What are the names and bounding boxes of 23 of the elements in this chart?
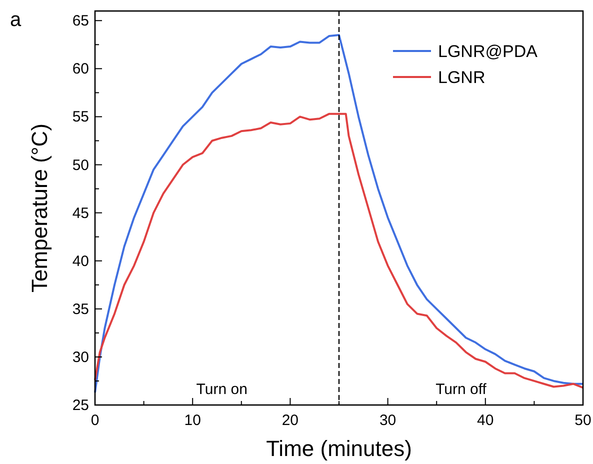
y-tick-label: 55 <box>72 108 89 126</box>
line-series <box>94 34 584 394</box>
legend-label: LGNR <box>438 68 486 87</box>
x-axis-title: Time (minutes) <box>266 436 412 461</box>
x-tick-label: 10 <box>184 412 201 429</box>
x-tick-label: 20 <box>282 412 299 429</box>
text: a <box>10 9 22 31</box>
legend-label: LGNR@PDA <box>438 42 538 61</box>
y-tick-label: 35 <box>72 300 89 318</box>
y-axis-title: Temperature (°C) <box>27 124 52 292</box>
y-tick-label: 45 <box>72 204 89 222</box>
y-tick-label: 25 <box>72 397 89 414</box>
x-tick-label: 30 <box>379 412 396 429</box>
y-tick-label: 65 <box>72 12 89 30</box>
y-tick-label: 60 <box>72 60 89 78</box>
x-tick-label: 50 <box>574 412 592 429</box>
y-tick-label: 40 <box>72 252 89 270</box>
annotation: Turn off <box>436 381 488 398</box>
x-tick-label: 0 <box>90 412 100 429</box>
y-tick-label: 30 <box>72 348 89 366</box>
x-tick-label: 40 <box>477 412 494 429</box>
y-tick-label: 50 <box>72 156 89 174</box>
annotation: Turn on <box>196 381 248 398</box>
